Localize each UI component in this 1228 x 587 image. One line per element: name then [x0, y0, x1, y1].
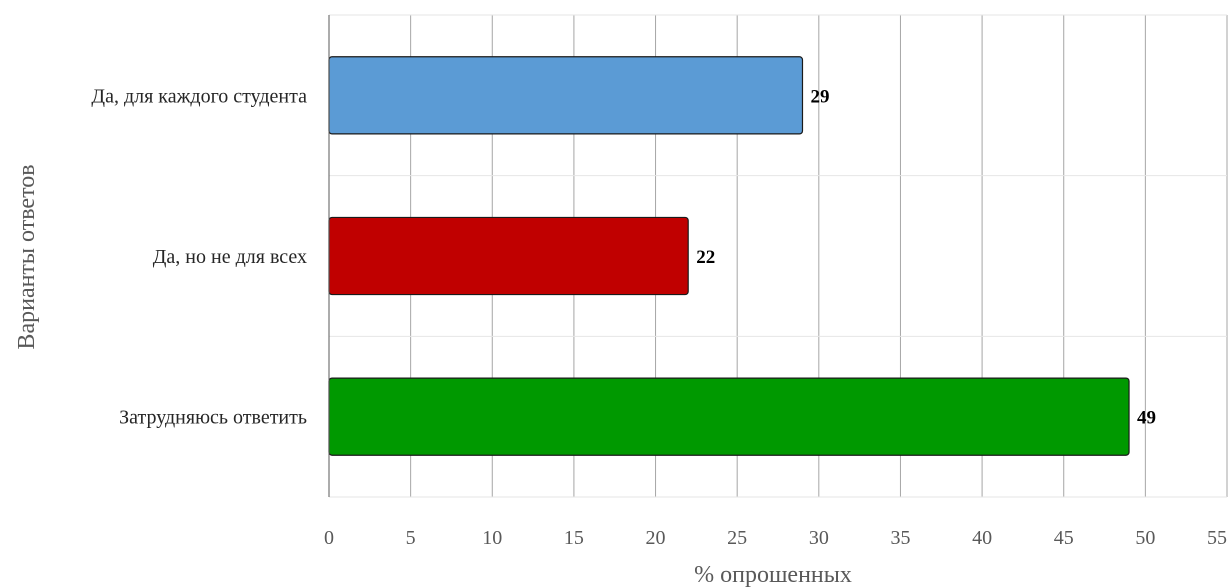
data-label: 49 [1137, 408, 1156, 429]
x-tick-label: 55 [1207, 527, 1227, 549]
x-tick-labels: 0 5 10 15 20 25 30 35 40 45 50 55 [324, 527, 1227, 549]
x-tick-label: 0 [324, 527, 334, 549]
bar [328, 216, 689, 296]
bars [328, 56, 1130, 456]
x-tick-label: 10 [482, 527, 502, 549]
x-tick-label: 20 [646, 527, 666, 549]
x-tick-label: 15 [564, 527, 584, 549]
category-labels: Да, для каждого студента Да, но не для вс… [91, 85, 307, 428]
data-labels: 29 22 49 [696, 86, 1156, 428]
x-tick-label: 5 [406, 527, 416, 549]
x-tick-label: 40 [972, 527, 992, 549]
data-label: 22 [696, 247, 715, 268]
gridlines [329, 14, 1228, 498]
x-tick-label: 25 [727, 527, 747, 549]
y-axis-title: Варианты ответов [14, 164, 40, 349]
x-tick-label: 30 [809, 527, 829, 549]
x-tick-label: 45 [1054, 527, 1074, 549]
category-label: Да, но не для всех [153, 246, 307, 268]
category-label: Да, для каждого студента [91, 85, 307, 107]
data-label: 29 [810, 86, 829, 107]
x-axis-title: % опрошенных [694, 562, 852, 587]
category-label: Затрудняюсь ответить [119, 407, 307, 429]
x-tick-label: 50 [1135, 527, 1155, 549]
x-tick-label: 35 [890, 527, 910, 549]
bar [328, 56, 804, 135]
bar [328, 377, 1130, 456]
